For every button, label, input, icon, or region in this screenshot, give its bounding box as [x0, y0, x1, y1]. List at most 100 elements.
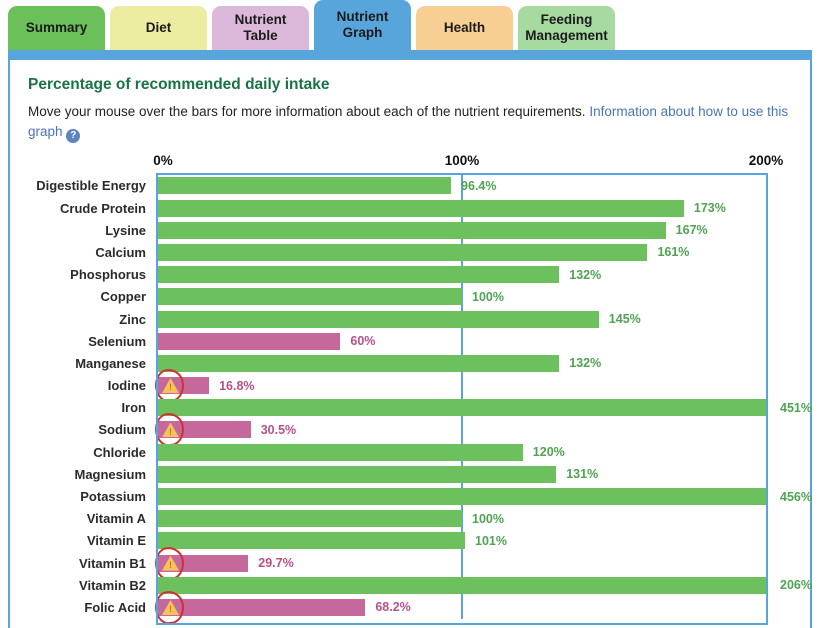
chart-row: Iodine ! 16.8%: [20, 367, 810, 404]
chart-row: Vitamin E ! 101%: [20, 530, 810, 552]
bar-value: 101%: [475, 533, 508, 548]
warning-annotation: !: [153, 589, 186, 626]
bar-track: ! 60%: [158, 332, 766, 350]
bar[interactable]: !: [158, 266, 560, 284]
tab[interactable]: Summary: [8, 6, 105, 50]
bar[interactable]: !: [158, 488, 766, 506]
bar[interactable]: !: [158, 576, 766, 594]
bar-track: ! 68.2%: [153, 589, 766, 626]
bar[interactable]: !: [158, 288, 462, 306]
chart-row: Manganese ! 132%: [20, 352, 810, 374]
bar[interactable]: !: [153, 411, 251, 449]
bar-label: Vitamin A: [86, 511, 146, 527]
warning-annotation: !: [153, 367, 186, 404]
bar-track: ! 167%: [158, 221, 766, 239]
bar-label: Iodine: [107, 378, 146, 394]
axis-row: 0% 100% 200%: [20, 153, 810, 173]
bar[interactable]: !: [158, 332, 341, 350]
chart-row: Iron ! 451%: [20, 397, 812, 419]
bar-track: ! 100%: [158, 288, 766, 306]
bar-label: Chloride: [93, 444, 146, 460]
intro-sentence: Move your mouse over the bars for more i…: [28, 104, 586, 119]
tab-label: Health: [443, 20, 486, 36]
bar-label: Manganese: [75, 355, 146, 371]
warning-annotation: !: [153, 411, 186, 449]
bar-value: 100%: [472, 511, 504, 526]
plot-area: Digestible Energy ! 96.4% Crude Protein …: [20, 172, 812, 626]
help-link[interactable]: Information about how to use this graph: [28, 104, 789, 139]
axis-tick-0: 0%: [153, 152, 173, 168]
bar-value: 96.4%: [461, 178, 497, 193]
bar-track: ! 120%: [158, 443, 766, 461]
chart-row: Vitamin A ! 100%: [20, 508, 810, 530]
chart-row: Chloride ! 120%: [20, 441, 810, 463]
active-tab-strip: [10, 50, 810, 60]
tab[interactable]: Diet: [110, 6, 207, 50]
bar-label: Sodium: [98, 422, 146, 438]
bar[interactable]: !: [158, 177, 452, 195]
bar[interactable]: !: [158, 510, 462, 528]
tab-label: Nutrient Table: [234, 12, 287, 43]
bar-track: ! 131%: [158, 465, 766, 483]
tab-label: Diet: [145, 20, 172, 36]
bar-label: Zinc: [119, 311, 146, 327]
tab[interactable]: Nutrient Graph: [314, 0, 411, 50]
bar-label: Folic Acid: [84, 599, 146, 615]
help-icon[interactable]: ?: [66, 128, 81, 143]
bar-value: 60%: [350, 334, 376, 349]
chart-row: Copper ! 100%: [20, 286, 810, 308]
bar-value: 131%: [566, 467, 599, 482]
bar-label: Iron: [121, 400, 146, 416]
bar[interactable]: !: [153, 544, 249, 582]
bar-label: Magnesium: [74, 466, 146, 482]
bar-track: ! 30.5%: [153, 411, 766, 449]
tab[interactable]: Health: [416, 6, 513, 50]
bar-label: Crude Protein: [60, 200, 146, 216]
bar-value: 132%: [569, 267, 602, 282]
chart-row: Sodium ! 30.5%: [20, 411, 810, 449]
bar-track: ! 206%: [158, 576, 812, 594]
bar[interactable]: !: [158, 221, 666, 239]
bar[interactable]: !: [158, 199, 684, 217]
tab-label: Summary: [25, 20, 88, 36]
bar-track: ! 145%: [158, 310, 766, 328]
panel-body: Percentage of recommended daily intake M…: [10, 60, 812, 628]
bar-value: 161%: [657, 245, 690, 260]
bar[interactable]: !: [153, 367, 210, 404]
page-title: Percentage of recommended daily intake: [28, 76, 330, 93]
bar-track: ! 161%: [158, 243, 766, 261]
bar-value: 145%: [608, 312, 641, 327]
bar-track: ! 100%: [158, 510, 766, 528]
bar[interactable]: !: [158, 310, 599, 328]
bar[interactable]: !: [158, 354, 560, 372]
bar[interactable]: !: [153, 589, 366, 626]
tab-label: Feeding Management: [525, 12, 608, 43]
bar[interactable]: !: [158, 243, 648, 261]
bar-value: 451%: [780, 400, 812, 415]
bar[interactable]: !: [158, 443, 523, 461]
chart-row: Vitamin B2 ! 206%: [20, 574, 812, 596]
tab-bar: Summary Diet Nutrient Table Nutrient Gra…: [0, 0, 822, 50]
bar-label: Vitamin B1: [79, 555, 146, 571]
bar[interactable]: !: [158, 532, 466, 550]
axis-tick-100: 100%: [444, 152, 480, 168]
bar-track: ! 101%: [158, 532, 766, 550]
bar[interactable]: !: [158, 465, 557, 483]
bar-label: Digestible Energy: [36, 178, 146, 194]
chart-row: Potassium ! 456%: [20, 485, 812, 507]
intro-text: Move your mouse over the bars for more i…: [28, 102, 796, 143]
bar-value: 30.5%: [260, 422, 297, 437]
tab[interactable]: Nutrient Table: [212, 6, 309, 50]
bar-value: 456%: [780, 489, 812, 504]
bar[interactable]: !: [158, 399, 766, 417]
tab-label: Nutrient Graph: [336, 9, 389, 40]
bar-label: Vitamin E: [86, 533, 146, 549]
tab[interactable]: Feeding Management: [518, 6, 615, 50]
bar-track: ! 16.8%: [153, 367, 766, 404]
content-panel: Percentage of recommended daily intake M…: [8, 50, 812, 628]
bar-track: ! 451%: [158, 399, 812, 417]
chart-row: Magnesium ! 131%: [20, 463, 810, 485]
chart-row: Phosphorus ! 132%: [20, 264, 810, 286]
gridline-100: [461, 174, 463, 619]
bar-value: 120%: [532, 445, 565, 460]
